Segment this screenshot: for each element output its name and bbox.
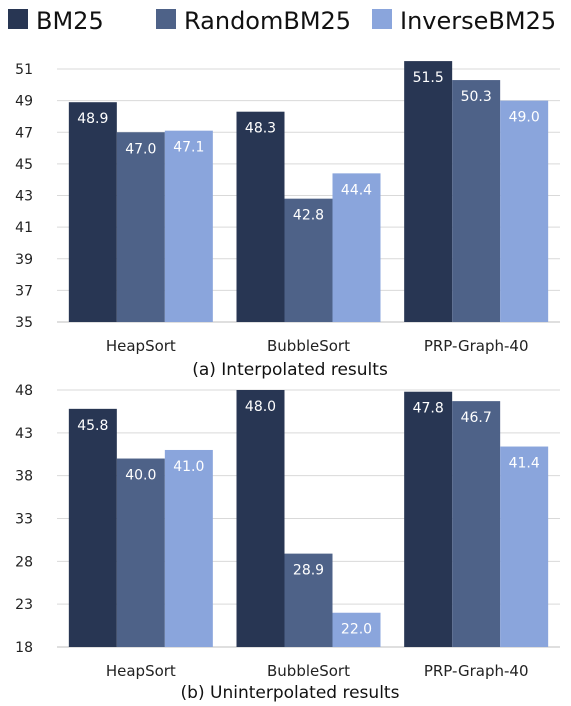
bar-value-label: 48.0 <box>245 399 276 415</box>
x-category-label: PRP-Graph-40 <box>424 662 529 680</box>
y-tick-label: 43 <box>15 189 33 205</box>
bar-heapsort-randombm25 <box>116 458 165 647</box>
y-tick-label: 45 <box>15 157 33 173</box>
x-category-label: HeapSort <box>106 662 176 680</box>
legend-item-bm25: BM25 <box>8 7 104 35</box>
y-tick-label: 28 <box>15 554 33 570</box>
bar-bubblesort-inversebm25 <box>332 173 381 322</box>
x-category-label: PRP-Graph-40 <box>424 337 529 355</box>
bar-value-label: 50.3 <box>461 89 492 105</box>
bar-value-label: 47.1 <box>173 140 204 156</box>
y-tick-label: 51 <box>15 62 33 78</box>
bar-value-label: 47.0 <box>125 141 156 157</box>
bar-value-label: 48.9 <box>77 111 108 127</box>
y-tick-label: 35 <box>15 315 33 331</box>
bar-prp-graph-40-inversebm25 <box>500 446 549 647</box>
bar-prp-graph-40-bm25 <box>404 391 453 647</box>
y-tick-label: 39 <box>15 252 33 268</box>
bar-prp-graph-40-randombm25 <box>452 401 501 647</box>
bar-value-label: 44.4 <box>341 182 372 198</box>
y-tick-label: 33 <box>15 512 33 528</box>
interpolated-results-caption: (a) Interpolated results <box>192 360 388 380</box>
legend-swatch-inversebm25 <box>372 9 392 29</box>
bar-prp-graph-40-randombm25 <box>452 80 501 322</box>
legend-item-randombm25: RandomBM25 <box>156 7 351 35</box>
bar-value-label: 48.3 <box>245 121 276 137</box>
chart-legend: BM25 RandomBM25 InverseBM25 <box>8 7 556 35</box>
bar-heapsort-inversebm25 <box>164 130 213 322</box>
y-tick-label: 47 <box>15 125 33 141</box>
bar-bubblesort-bm25 <box>236 390 285 647</box>
bar-value-label: 22.0 <box>341 622 372 638</box>
legend-label-randombm25: RandomBM25 <box>184 7 351 35</box>
uninterpolated-results-chart: 18 23 28 33 38 43 48 45.8 40.0 41.0 HeapSort 48.0 28… <box>15 383 560 680</box>
bar-bubblesort-bm25 <box>236 111 285 322</box>
uninterpolated-results-caption: (b) Uninterpolated results <box>181 683 400 703</box>
bar-value-label: 49.0 <box>509 110 540 126</box>
bar-bubblesort-randombm25 <box>284 198 333 322</box>
x-category-label: HeapSort <box>106 337 176 355</box>
bar-prp-graph-40-inversebm25 <box>500 100 549 322</box>
y-tick-label: 48 <box>15 383 33 399</box>
y-tick-label: 23 <box>15 597 33 613</box>
x-category-label: BubbleSort <box>267 337 350 355</box>
x-category-label: BubbleSort <box>267 662 350 680</box>
bar-value-label: 45.8 <box>77 418 108 434</box>
bar-heapsort-bm25 <box>68 408 117 647</box>
y-tick-label: 43 <box>15 426 33 442</box>
y-tick-label: 41 <box>15 220 33 236</box>
y-tick-label: 38 <box>15 469 33 485</box>
bar-bubblesort-inversebm25 <box>332 612 381 647</box>
bar-value-label: 28.9 <box>293 563 324 579</box>
bar-value-label: 47.8 <box>413 401 444 417</box>
bar-heapsort-inversebm25 <box>164 449 213 647</box>
bar-heapsort-randombm25 <box>116 132 165 322</box>
y-tick-label: 18 <box>15 640 33 656</box>
interpolated-results-chart: 35 37 39 41 43 45 47 49 51 48.9 47.0 47.1 HeapSort 48… <box>15 61 560 355</box>
legend-swatch-bm25 <box>8 9 28 29</box>
y-tick-label: 37 <box>15 283 33 299</box>
bar-bubblesort-randombm25 <box>284 553 333 647</box>
bar-value-label: 40.0 <box>125 468 156 484</box>
legend-item-inversebm25: InverseBM25 <box>372 7 556 35</box>
bar-value-label: 51.5 <box>413 70 444 86</box>
legend-swatch-randombm25 <box>156 9 176 29</box>
bar-value-label: 46.7 <box>461 410 492 426</box>
legend-label-inversebm25: InverseBM25 <box>400 7 556 35</box>
bar-value-label: 41.0 <box>173 459 204 475</box>
bar-heapsort-bm25 <box>68 102 117 322</box>
bar-prp-graph-40-bm25 <box>404 61 453 322</box>
bar-value-label: 41.4 <box>509 456 540 472</box>
legend-label-bm25: BM25 <box>36 7 104 35</box>
bar-value-label: 42.8 <box>293 208 324 224</box>
y-tick-label: 49 <box>15 94 33 110</box>
